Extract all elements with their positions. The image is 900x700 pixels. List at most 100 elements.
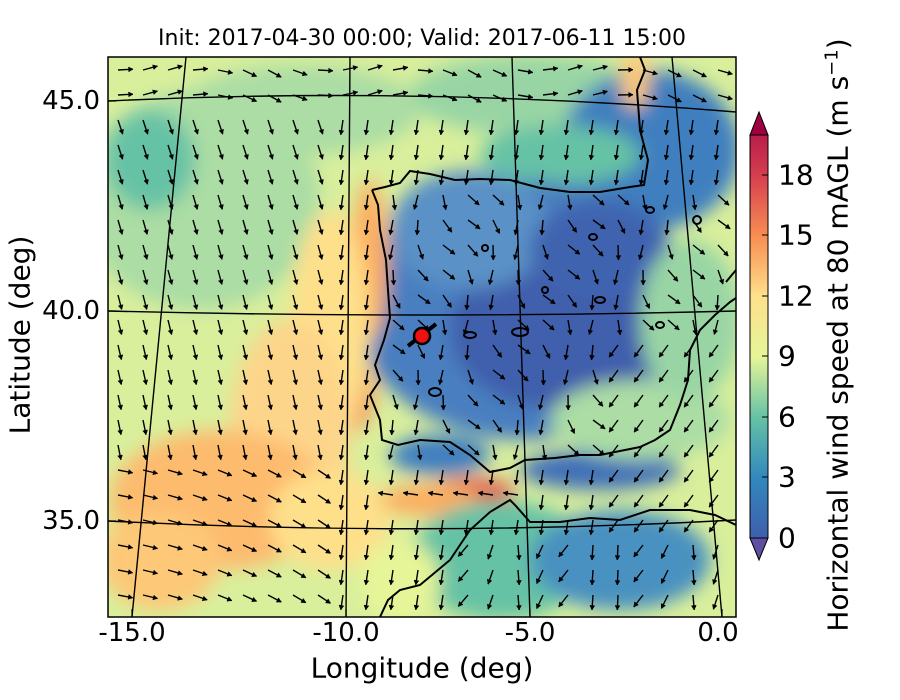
wind-vector-head (683, 526, 690, 533)
wind-vector-head (523, 324, 530, 331)
wind-vector-head (573, 450, 580, 456)
wind-vector-head (683, 401, 690, 408)
wind-vector-head (317, 379, 324, 386)
wind-vector-head (363, 279, 370, 286)
wind-vector-head (675, 97, 682, 103)
wind-vector-head (608, 451, 615, 458)
wind-vector-head (633, 401, 640, 408)
wind-vector-head (143, 154, 149, 160)
wind-vector-head (565, 405, 572, 411)
wind-vector-head (268, 254, 274, 260)
wind-vector-head (438, 529, 445, 536)
wind-vector-head (658, 351, 665, 358)
wind-vector-head (217, 329, 224, 336)
wind-vector-head (569, 428, 575, 434)
wind-vector-head (683, 426, 690, 433)
wind-vector-head (251, 71, 258, 77)
wind-vector-head (712, 554, 718, 560)
wind-vector-head (713, 129, 720, 136)
wind-vector-head (292, 454, 298, 461)
wind-vector-head (708, 451, 715, 458)
colorbar-tick-label: 9 (778, 339, 796, 373)
wind-vector-head (251, 571, 258, 577)
wind-vector-head (117, 404, 123, 411)
axis-ticks (108, 100, 723, 617)
wind-vector-head (242, 454, 248, 461)
wind-vector-head (683, 376, 690, 383)
wind-vector-head (658, 501, 665, 508)
wind-vector-head (142, 404, 148, 411)
wind-vector-head (438, 554, 445, 561)
wind-vector-head (251, 471, 258, 477)
wind-vector-head (563, 479, 570, 486)
wind-vector-head (363, 304, 370, 311)
wind-vector-head (338, 279, 345, 286)
wind-vector-head (633, 501, 640, 508)
wind-vector-head (192, 354, 199, 361)
wind-vector-head (338, 229, 345, 236)
wind-vector-head (390, 280, 397, 286)
wind-vector-head (118, 229, 124, 235)
wind-vector-head (538, 179, 545, 186)
wind-vector-head (699, 249, 706, 255)
wind-vector-head (475, 72, 482, 78)
wind-vector-head (648, 325, 655, 331)
wind-vector-head (660, 603, 666, 609)
wind-vector-head (598, 449, 605, 456)
wind-vector-head (117, 454, 123, 461)
wind-vector-head (117, 429, 123, 436)
wind-vector-head (513, 529, 520, 536)
wind-vector-head (538, 154, 545, 161)
wind-vector-head (142, 379, 149, 386)
wind-vector-head (226, 571, 233, 577)
wind-vector-head (118, 179, 124, 185)
wind-vector-head (541, 454, 548, 461)
wind-vector-head (293, 154, 299, 160)
wind-vector-head (501, 71, 508, 77)
wind-vector-head (538, 429, 544, 436)
wind-vector-head (402, 490, 409, 497)
wind-vector-head (177, 89, 183, 95)
wind-vector-head (438, 129, 445, 136)
wind-vector-head (588, 529, 595, 536)
wind-vector-head (117, 379, 124, 386)
wind-vector-head (708, 401, 715, 408)
wind-vector-head (292, 279, 299, 285)
wind-vector-head (614, 605, 621, 611)
wind-vector-head (672, 275, 679, 282)
wind-vector-head (177, 64, 183, 70)
wind-vector-head (675, 72, 682, 78)
wind-vector-head (599, 423, 606, 430)
wind-vector-head (177, 495, 183, 501)
wind-vector-head (723, 250, 729, 257)
wind-vector-head (441, 329, 448, 336)
wind-vector-head (498, 199, 505, 206)
wind-vector-head (472, 250, 479, 257)
wind-vector-head (301, 95, 308, 102)
colorbar-tick-label: 6 (778, 400, 796, 434)
wind-vector-head (463, 129, 470, 136)
wind-vector-head (538, 479, 545, 486)
wind-vector-head (449, 249, 456, 255)
wind-vector-head (520, 302, 526, 309)
chart-title: Init: 2017-04-30 00:00; Valid: 2017-06-1… (158, 26, 686, 51)
wind-vector-head (226, 496, 233, 502)
wind-vector-head (317, 354, 324, 361)
wind-vector-head (518, 403, 524, 410)
wind-vector-head (363, 254, 370, 261)
wind-vector-head (168, 154, 174, 160)
wind-vector-head (267, 304, 274, 310)
wind-vector-head (488, 529, 495, 536)
wind-vector-head (293, 254, 299, 260)
y-tick-label: 40.0 (42, 296, 100, 326)
wind-vector-head (563, 129, 570, 136)
wind-vector-head (637, 254, 644, 261)
wind-vector-head (118, 128, 124, 135)
wind-vector-head (492, 454, 498, 461)
wind-vector-head (638, 229, 645, 236)
wind-vector-head (388, 229, 394, 236)
wind-vector-head (633, 526, 640, 533)
wind-vector-head (516, 605, 522, 611)
wind-vector-head (168, 179, 174, 185)
wind-vector-head (663, 154, 670, 161)
